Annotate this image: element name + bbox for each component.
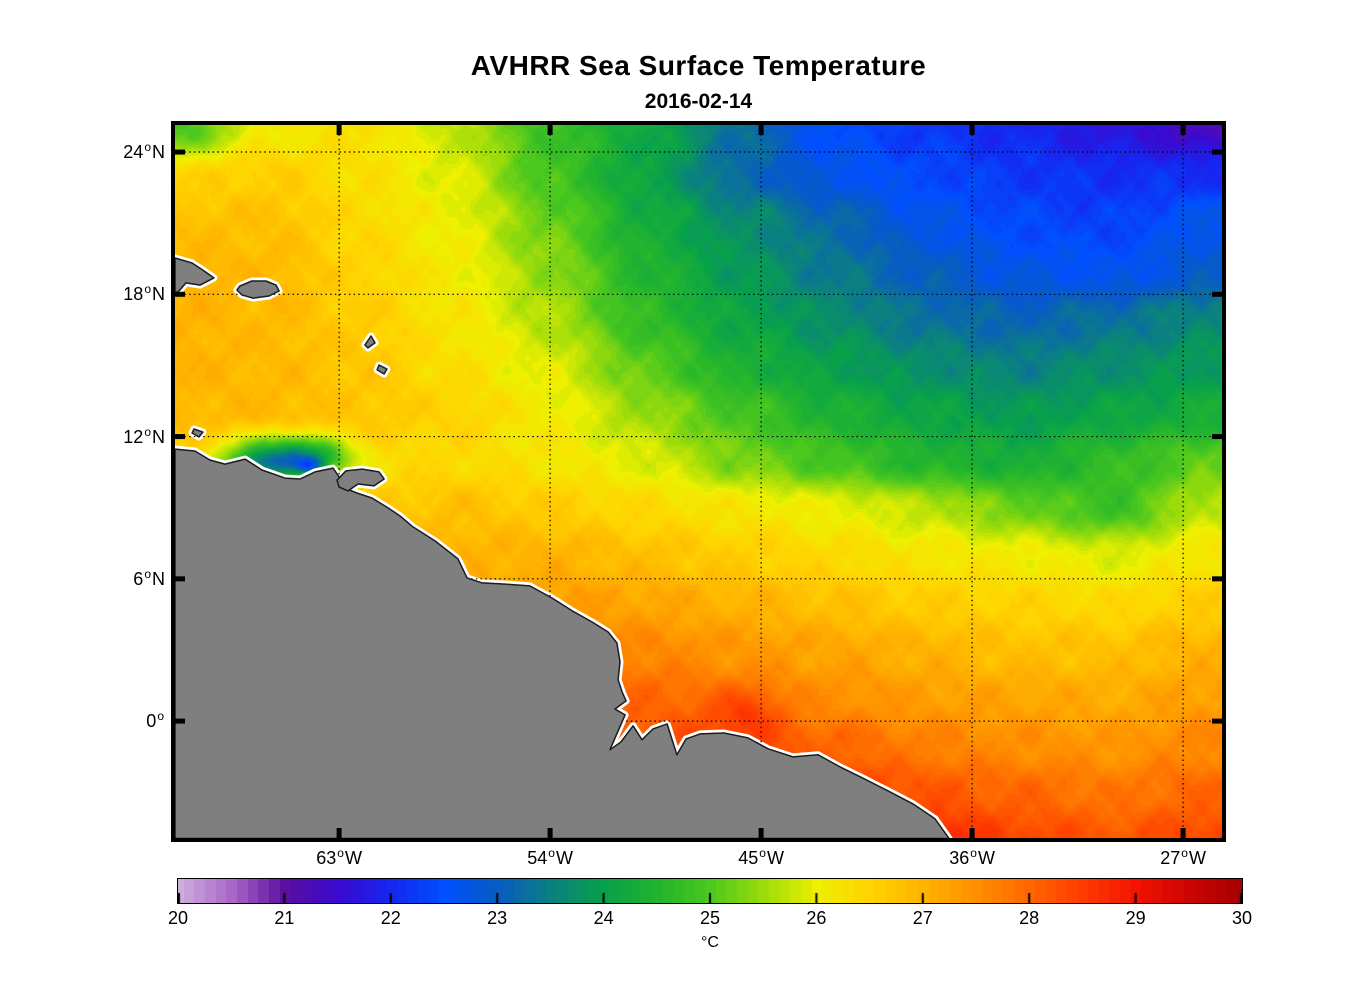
colorbar-tick-label: 29 [1125,908,1146,928]
colorbar-tick-label: 30 [1231,908,1253,928]
colorbar-tick-label: 25 [699,908,721,928]
lon-tick-label: 27oW [1160,846,1206,868]
colorbar-tick-label: 21 [274,908,295,928]
figure-title: AVHRR Sea Surface Temperature [470,50,927,81]
colorbar-tick-label: 23 [487,908,508,928]
colorbar-tick-label: 27 [912,908,933,928]
sst-field-canvas [175,125,1222,838]
lat-tick-label: 12oN [123,424,165,447]
figure-subtitle: 2016-02-14 [644,90,753,113]
lon-tick-label: 54oW [527,846,573,868]
lat-tick-label: 6oN [133,566,165,589]
lat-tick-label: 18oN [123,282,165,305]
colorbar-unit-label: °C [701,934,719,951]
colorbar-tick-label: 20 [167,908,189,928]
sst-map [175,125,1222,838]
colorbar-tick-label: 22 [380,908,401,928]
lon-tick-label: 45oW [738,846,784,868]
colorbar [177,878,1243,904]
colorbar-tick-label: 24 [593,908,614,928]
colorbar-tick-label: 28 [1019,908,1040,928]
lon-tick-label: 63oW [316,846,362,868]
colorbar-tick-label: 26 [806,908,827,928]
lon-tick-label: 36oW [949,846,995,868]
colorbar-gradient [178,879,1242,903]
lat-tick-label: 0o [146,709,164,732]
lat-tick-label: 24oN [123,140,165,163]
